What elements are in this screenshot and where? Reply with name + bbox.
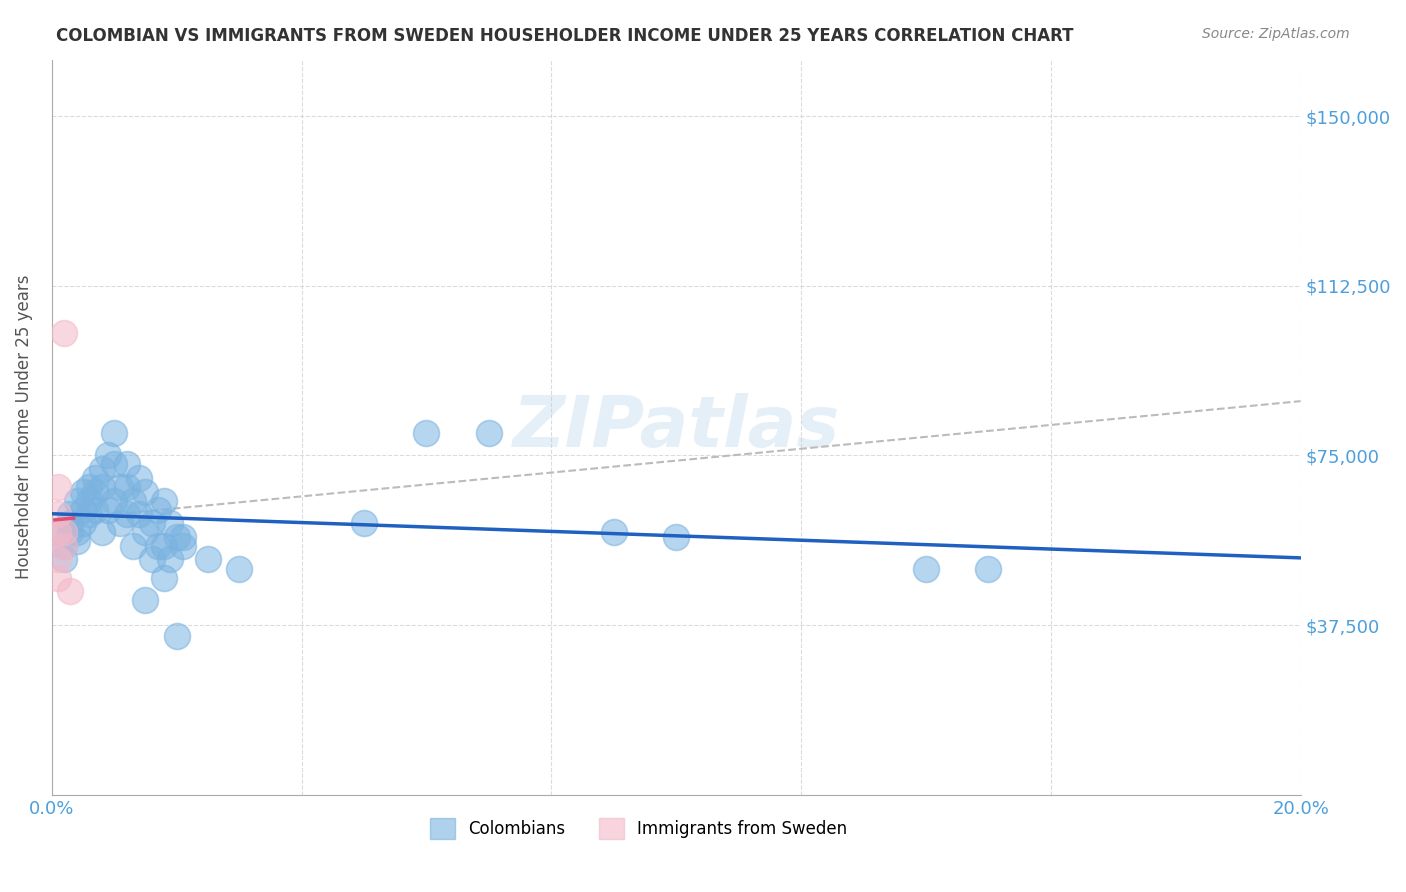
Point (915, 561, 938, 575)
Point (97, 449, 120, 463)
Point (110, 480, 132, 494)
Point (478, 425, 501, 440)
Point (153, 539, 176, 553)
Point (172, 539, 194, 553)
Point (134, 593, 156, 607)
Point (72, 484, 94, 499)
Point (66, 493, 89, 508)
Point (159, 552, 181, 566)
Point (122, 493, 145, 508)
Point (90, 462, 112, 476)
Point (77, 480, 100, 494)
Point (103, 425, 125, 440)
Point (53, 539, 76, 553)
Point (84, 502, 107, 516)
Point (977, 561, 1000, 575)
Point (66, 534, 89, 549)
Point (134, 484, 156, 499)
Point (228, 561, 250, 575)
Point (146, 502, 169, 516)
Point (153, 570, 176, 584)
Point (141, 552, 163, 566)
Point (146, 539, 169, 553)
Point (172, 530, 194, 544)
Point (115, 480, 138, 494)
Point (197, 552, 219, 566)
Text: ZIPatlas: ZIPatlas (513, 392, 839, 462)
Point (153, 493, 176, 508)
Point (166, 530, 188, 544)
Y-axis label: Householder Income Under 25 years: Householder Income Under 25 years (15, 275, 32, 580)
Point (46, 552, 69, 566)
Point (77, 507, 100, 521)
Point (46, 480, 69, 494)
Point (159, 516, 181, 531)
Point (59, 516, 82, 531)
Point (415, 425, 437, 440)
Point (90, 525, 112, 540)
Point (46, 507, 69, 521)
Point (353, 516, 375, 531)
Point (103, 458, 125, 472)
Point (603, 525, 626, 540)
Point (134, 525, 156, 540)
Point (53, 326, 76, 341)
Text: COLOMBIAN VS IMMIGRANTS FROM SWEDEN HOUSEHOLDER INCOME UNDER 25 YEARS CORRELATIO: COLOMBIAN VS IMMIGRANTS FROM SWEDEN HOUS… (56, 27, 1074, 45)
Point (46, 570, 69, 584)
Point (46, 525, 69, 540)
Point (59, 584, 82, 599)
Point (141, 516, 163, 531)
Point (84, 471, 107, 485)
Point (103, 493, 125, 508)
Point (59, 525, 82, 540)
Point (59, 507, 82, 521)
Point (84, 484, 107, 499)
Point (90, 480, 112, 494)
Point (53, 525, 76, 540)
Legend: Colombians, Immigrants from Sweden: Colombians, Immigrants from Sweden (423, 812, 853, 846)
Point (66, 525, 89, 540)
Point (46, 525, 69, 540)
Point (53, 552, 76, 566)
Point (128, 471, 150, 485)
Point (72, 502, 94, 516)
Point (166, 629, 188, 643)
Point (115, 507, 138, 521)
Point (53, 539, 76, 553)
Point (665, 530, 688, 544)
Point (97, 502, 120, 516)
Point (77, 493, 100, 508)
Point (128, 507, 150, 521)
Point (110, 516, 132, 531)
Point (115, 458, 138, 472)
Text: Source: ZipAtlas.com: Source: ZipAtlas.com (1202, 27, 1350, 41)
Point (72, 516, 94, 531)
Point (122, 539, 145, 553)
